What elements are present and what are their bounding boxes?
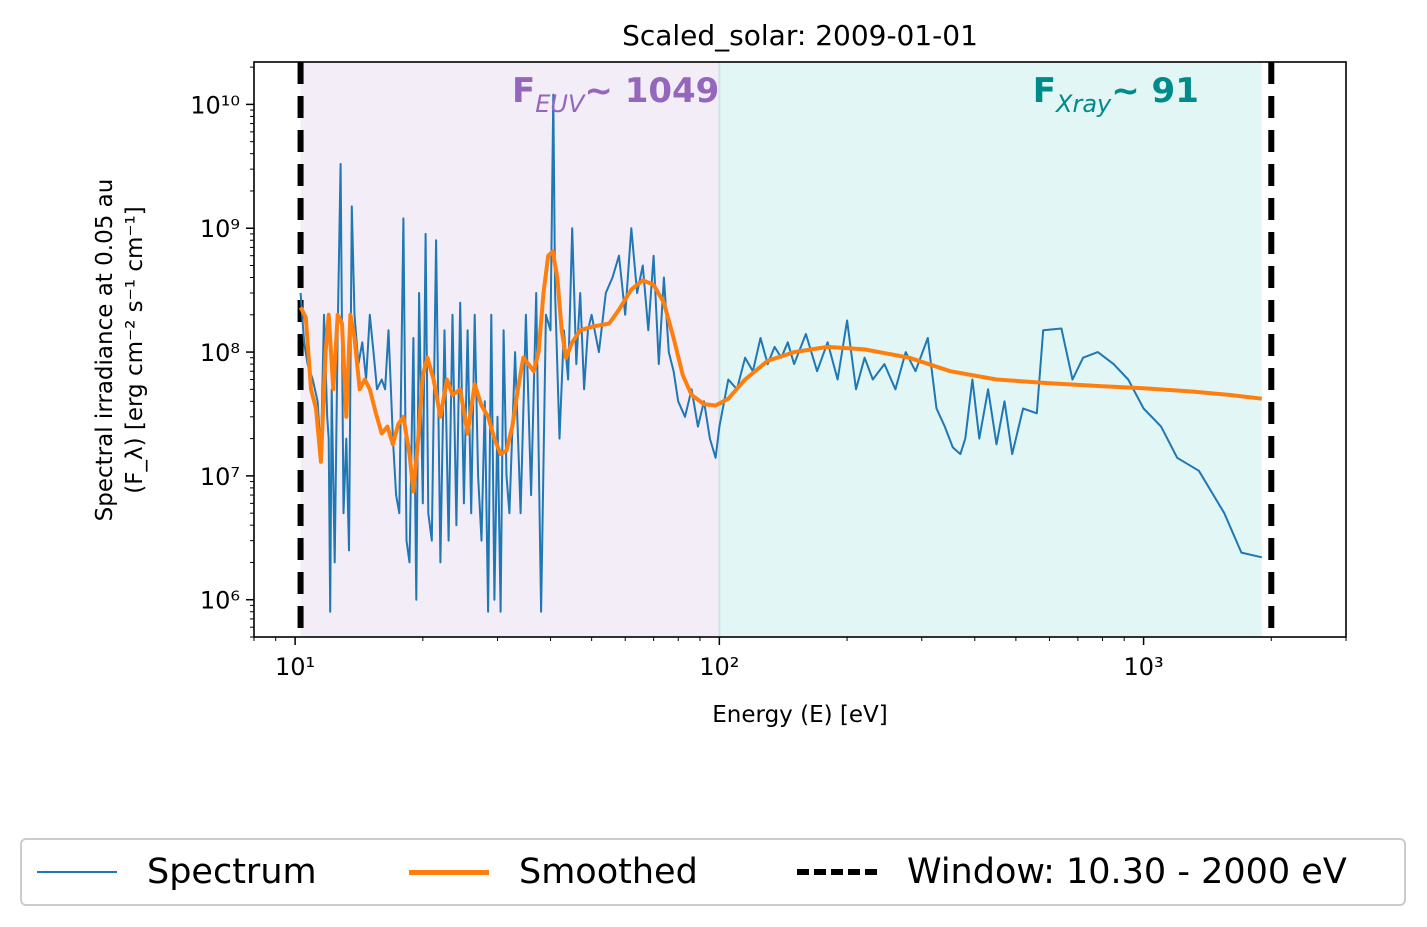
y-axis-label-line1: Spectral irradiance at 0.05 au [92, 179, 118, 522]
series-spectrum-line [299, 93, 1263, 613]
y-tick-label: 10⁷ [200, 463, 240, 491]
x-axis-ticks: 10¹ 10² 10³ [253, 637, 1347, 681]
x-axis-label: Energy (E) [eV] [712, 702, 887, 728]
band-euv [300, 62, 720, 637]
chart-title: Scaled_solar: 2009-01-01 [622, 19, 978, 52]
y-tick-label: 10⁶ [200, 587, 240, 615]
y-axis-label-line2: (F_λ) [erg cm⁻² s⁻¹ cm⁻¹] [122, 206, 148, 493]
legend: Spectrum Smoothed Window: 10.30 - 2000 e… [20, 838, 1406, 906]
series-layer [298, 93, 1263, 613]
x-tick-label: 10² [699, 653, 739, 681]
y-tick-label: 10⁹ [200, 215, 240, 243]
legend-swatch-spectrum [37, 871, 117, 873]
legend-item-window: Window: 10.30 - 2000 eV [797, 840, 1347, 904]
y-axis-ticks: 10⁶ 10⁷ 10⁸ 10⁹ 10¹⁰ [190, 66, 254, 638]
band-annotations: FEUV~ 1049 FXray~ 91 [512, 71, 1199, 118]
x-tick-label: 10³ [1124, 653, 1164, 681]
series-smoothed-line [298, 249, 1263, 494]
legend-label-smoothed: Smoothed [519, 852, 698, 892]
shaded-bands [300, 62, 1262, 637]
annotation-xray: FXray~ 91 [1033, 71, 1199, 118]
legend-label-spectrum: Spectrum [147, 852, 317, 892]
y-tick-label: 10⁸ [200, 339, 240, 367]
legend-item-spectrum: Spectrum [37, 840, 317, 904]
y-tick-label: 10¹⁰ [190, 91, 240, 119]
chart-canvas: 10¹ 10² 10³ 10⁶ 10⁷ 10⁸ 10⁹ 10¹⁰ FEUV~ 1049 FXr… [92, 19, 1347, 728]
legend-label-window: Window: 10.30 - 2000 eV [907, 852, 1347, 892]
axes-frame [253, 61, 1347, 638]
legend-item-smoothed: Smoothed [409, 840, 698, 904]
window-lines [297, 62, 1275, 637]
x-tick-label: 10¹ [275, 653, 315, 681]
annotation-euv: FEUV~ 1049 [512, 71, 719, 118]
legend-swatch-window [797, 869, 877, 875]
legend-swatch-smoothed [409, 869, 489, 875]
